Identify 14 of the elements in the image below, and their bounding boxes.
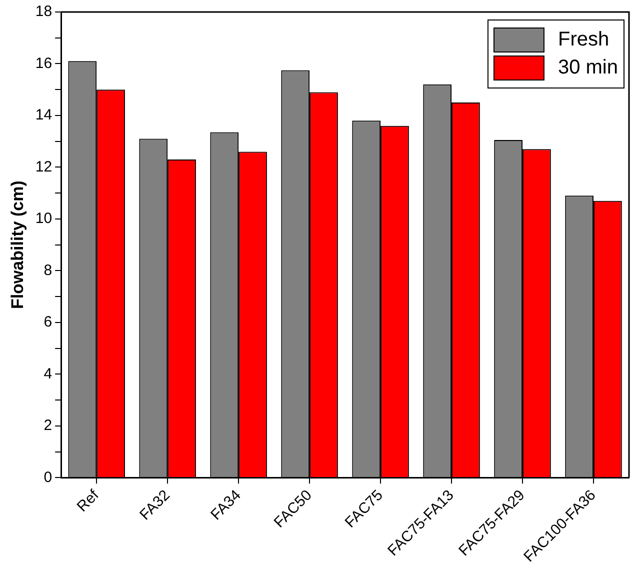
y-tick-label: 2 (44, 417, 52, 434)
x-tick-label: Ref (74, 486, 103, 516)
legend-label: Fresh (558, 28, 610, 51)
y-tick-label: 16 (35, 54, 52, 72)
y-tick-label: 12 (35, 158, 52, 176)
y-tick-label: 0 (44, 468, 52, 486)
y-tick-label: 14 (35, 106, 52, 124)
y-axis-title: Flowability (cm) (8, 180, 27, 310)
y-tick-label: 6 (44, 314, 52, 331)
y-tick-label: 18 (35, 3, 52, 20)
y-tick-label: 10 (35, 210, 52, 228)
y-tick-label: 4 (44, 365, 52, 382)
y-tick-label: 8 (44, 262, 52, 279)
legend-label: 30 min (558, 56, 618, 79)
